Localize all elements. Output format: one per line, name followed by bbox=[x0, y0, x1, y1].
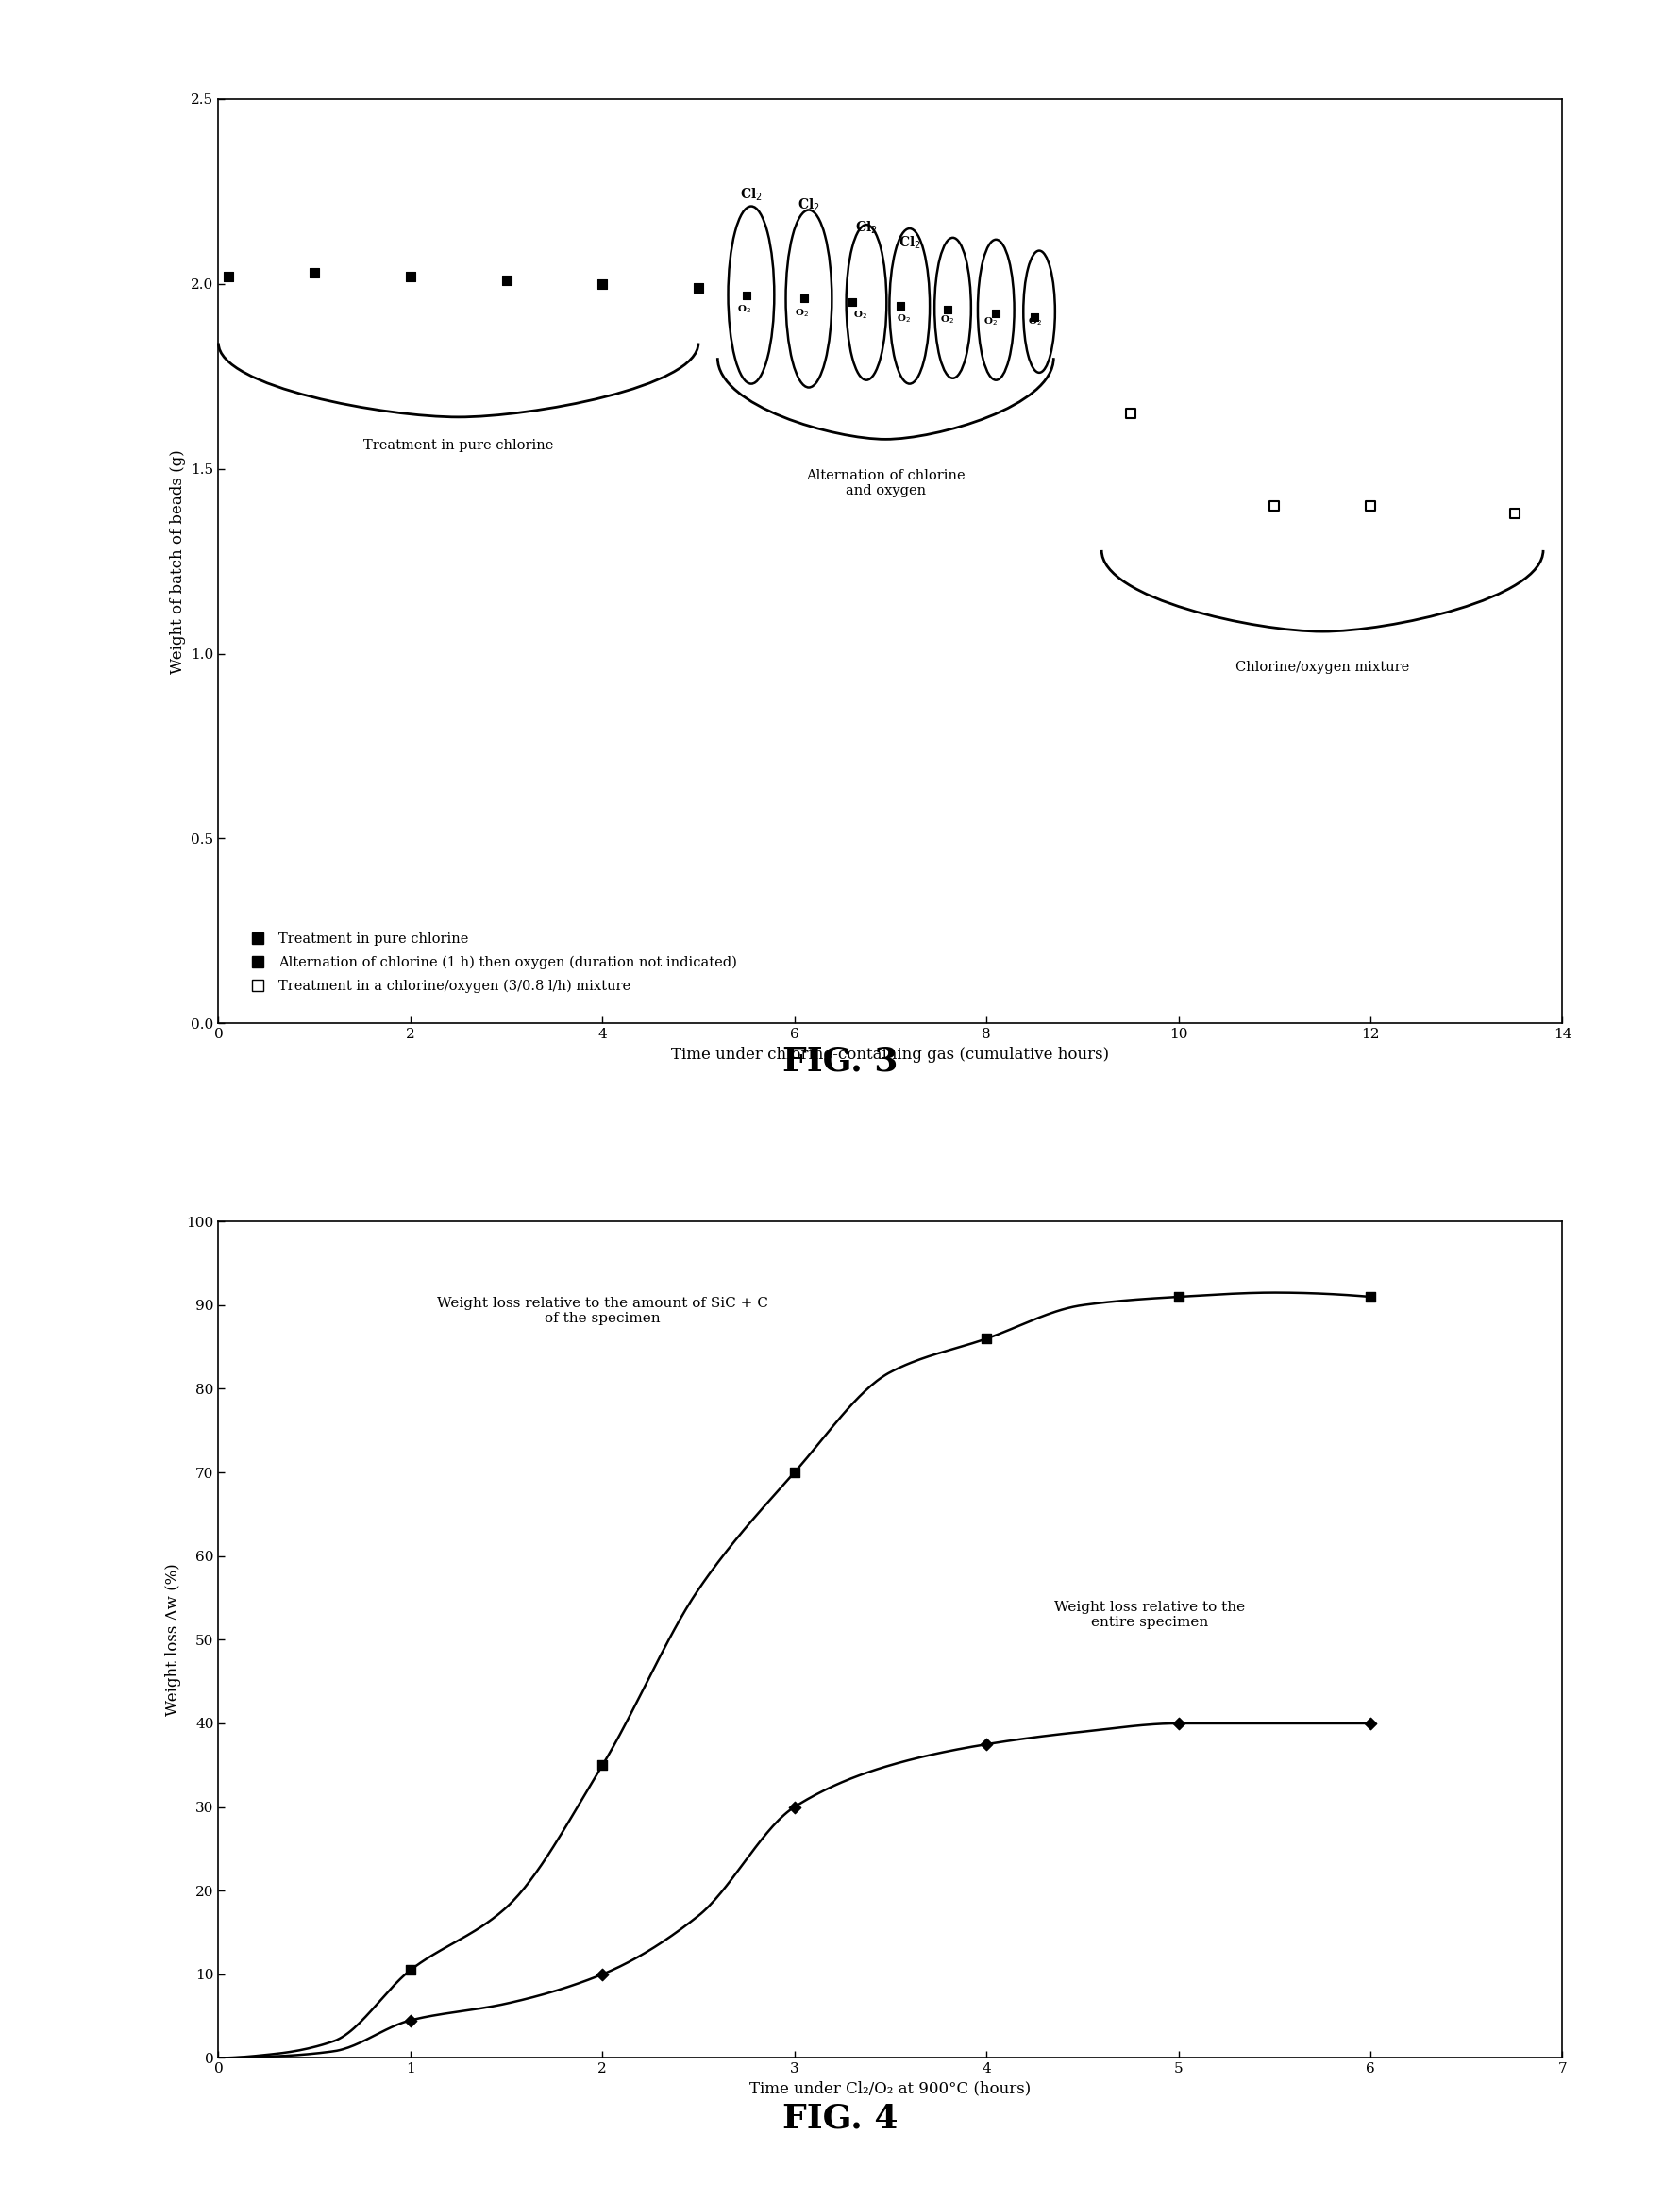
Point bbox=[301, 255, 328, 291]
Point bbox=[1500, 495, 1527, 530]
Point bbox=[732, 277, 759, 313]
Point bbox=[1357, 1706, 1384, 1741]
Point bbox=[838, 284, 865, 319]
Point bbox=[934, 293, 961, 328]
Text: O$_2$: O$_2$ bbox=[1028, 315, 1042, 328]
Text: FIG. 4: FIG. 4 bbox=[783, 2102, 897, 2135]
X-axis label: Time under Cl₂/O₂ at 900°C (hours): Time under Cl₂/O₂ at 900°C (hours) bbox=[749, 2080, 1032, 2098]
Point bbox=[781, 1455, 808, 1490]
Legend: Treatment in pure chlorine, Alternation of chlorine (1 h) then oxygen (duration : Treatment in pure chlorine, Alternation … bbox=[239, 927, 743, 997]
X-axis label: Time under chlorine-containing gas (cumulative hours): Time under chlorine-containing gas (cumu… bbox=[672, 1045, 1109, 1063]
Point bbox=[590, 1957, 617, 1992]
Point bbox=[1164, 1706, 1191, 1741]
Point bbox=[396, 2003, 423, 2038]
Point bbox=[1357, 1279, 1384, 1314]
Text: Cl$_2$: Cl$_2$ bbox=[899, 233, 921, 251]
Point bbox=[781, 1789, 808, 1825]
Point bbox=[396, 1952, 423, 1988]
Point bbox=[973, 1726, 1000, 1761]
Point bbox=[590, 266, 617, 302]
Point bbox=[887, 288, 914, 324]
Text: O$_2$: O$_2$ bbox=[738, 304, 751, 315]
Text: Weight loss relative to the amount of SiC + C
of the specimen: Weight loss relative to the amount of Si… bbox=[437, 1296, 768, 1325]
Text: O$_2$: O$_2$ bbox=[941, 313, 954, 326]
Y-axis label: Weight loss Δw (%): Weight loss Δw (%) bbox=[165, 1563, 181, 1717]
Text: O$_2$: O$_2$ bbox=[853, 308, 867, 321]
Point bbox=[215, 260, 242, 295]
Text: Treatment in pure chlorine: Treatment in pure chlorine bbox=[363, 440, 553, 453]
Text: FIG. 3: FIG. 3 bbox=[783, 1045, 897, 1078]
Point bbox=[983, 295, 1010, 330]
Point bbox=[1117, 396, 1144, 431]
Text: O$_2$: O$_2$ bbox=[983, 315, 998, 328]
Text: O$_2$: O$_2$ bbox=[897, 313, 911, 324]
Text: Chlorine/oxygen mixture: Chlorine/oxygen mixture bbox=[1235, 660, 1410, 674]
Text: O$_2$: O$_2$ bbox=[795, 306, 810, 319]
Text: Cl$_2$: Cl$_2$ bbox=[798, 198, 820, 213]
Text: Alternation of chlorine
and oxygen: Alternation of chlorine and oxygen bbox=[806, 469, 966, 497]
Point bbox=[396, 260, 423, 295]
Point bbox=[1357, 489, 1384, 524]
Point bbox=[1164, 1279, 1191, 1314]
Point bbox=[1262, 489, 1289, 524]
Point bbox=[685, 271, 712, 306]
Point bbox=[590, 1748, 617, 1783]
Point bbox=[1021, 299, 1048, 335]
Point bbox=[973, 1321, 1000, 1356]
Text: Cl$_2$: Cl$_2$ bbox=[739, 187, 763, 202]
Text: Cl$_2$: Cl$_2$ bbox=[855, 220, 877, 236]
Point bbox=[492, 262, 519, 297]
Point bbox=[791, 282, 818, 317]
Y-axis label: Weight of batch of beads (g): Weight of batch of beads (g) bbox=[170, 449, 186, 674]
Text: Weight loss relative to the
entire specimen: Weight loss relative to the entire speci… bbox=[1055, 1600, 1245, 1629]
